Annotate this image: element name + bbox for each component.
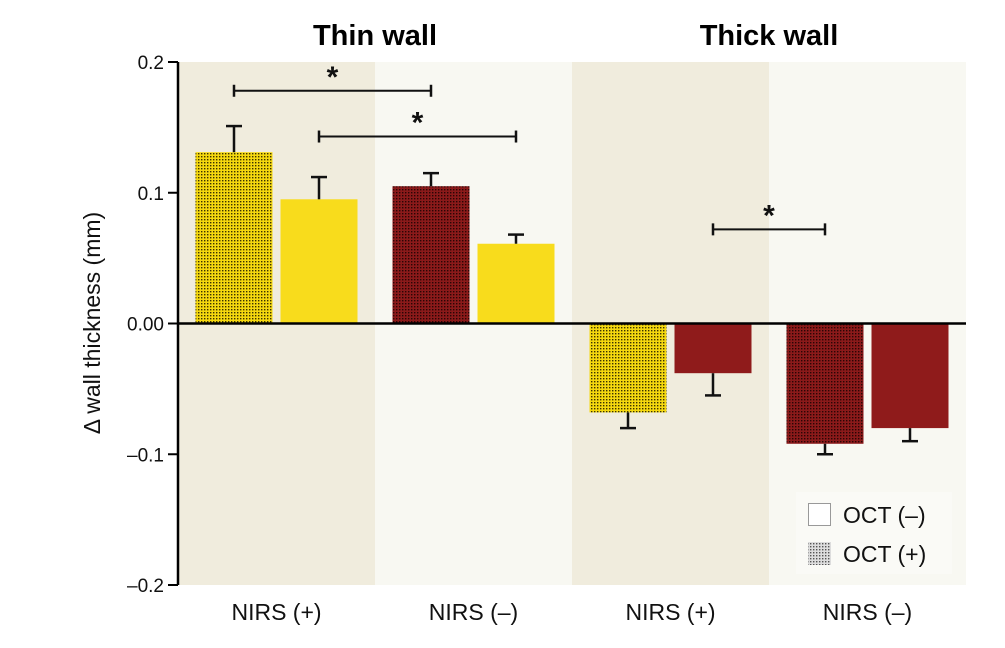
y-tick-label: –0.2 (127, 576, 164, 597)
bar (786, 323, 864, 444)
y-tick-label: –0.1 (127, 445, 164, 466)
bar (589, 323, 667, 413)
bar (195, 152, 273, 324)
group-title: Thin wall (313, 20, 437, 52)
x-category-label: NIRS (+) (231, 599, 321, 625)
group-title: Thick wall (700, 20, 839, 52)
y-tick-label: 0.00 (127, 315, 164, 336)
legend-label: OCT (+) (843, 541, 926, 567)
legend-swatch-open (808, 503, 831, 526)
bar (871, 323, 949, 429)
legend-swatch-dotted (808, 542, 831, 565)
significance-star: * (763, 199, 775, 232)
bar (392, 186, 470, 324)
bar (280, 199, 358, 324)
x-category-label: NIRS (–) (429, 599, 518, 625)
y-axis-title: Δ wall thickness (mm) (79, 212, 105, 434)
legend-label: OCT (–) (843, 502, 926, 528)
significance-star: * (327, 61, 339, 94)
x-category-label: NIRS (–) (823, 599, 912, 625)
y-tick-label: 0.2 (138, 53, 164, 74)
legend: OCT (–) OCT (+) (796, 492, 952, 574)
significance-star: * (412, 107, 424, 140)
bar (477, 243, 555, 324)
bar (674, 323, 752, 374)
x-category-label: NIRS (+) (625, 599, 715, 625)
y-tick-label: 0.1 (138, 184, 164, 205)
